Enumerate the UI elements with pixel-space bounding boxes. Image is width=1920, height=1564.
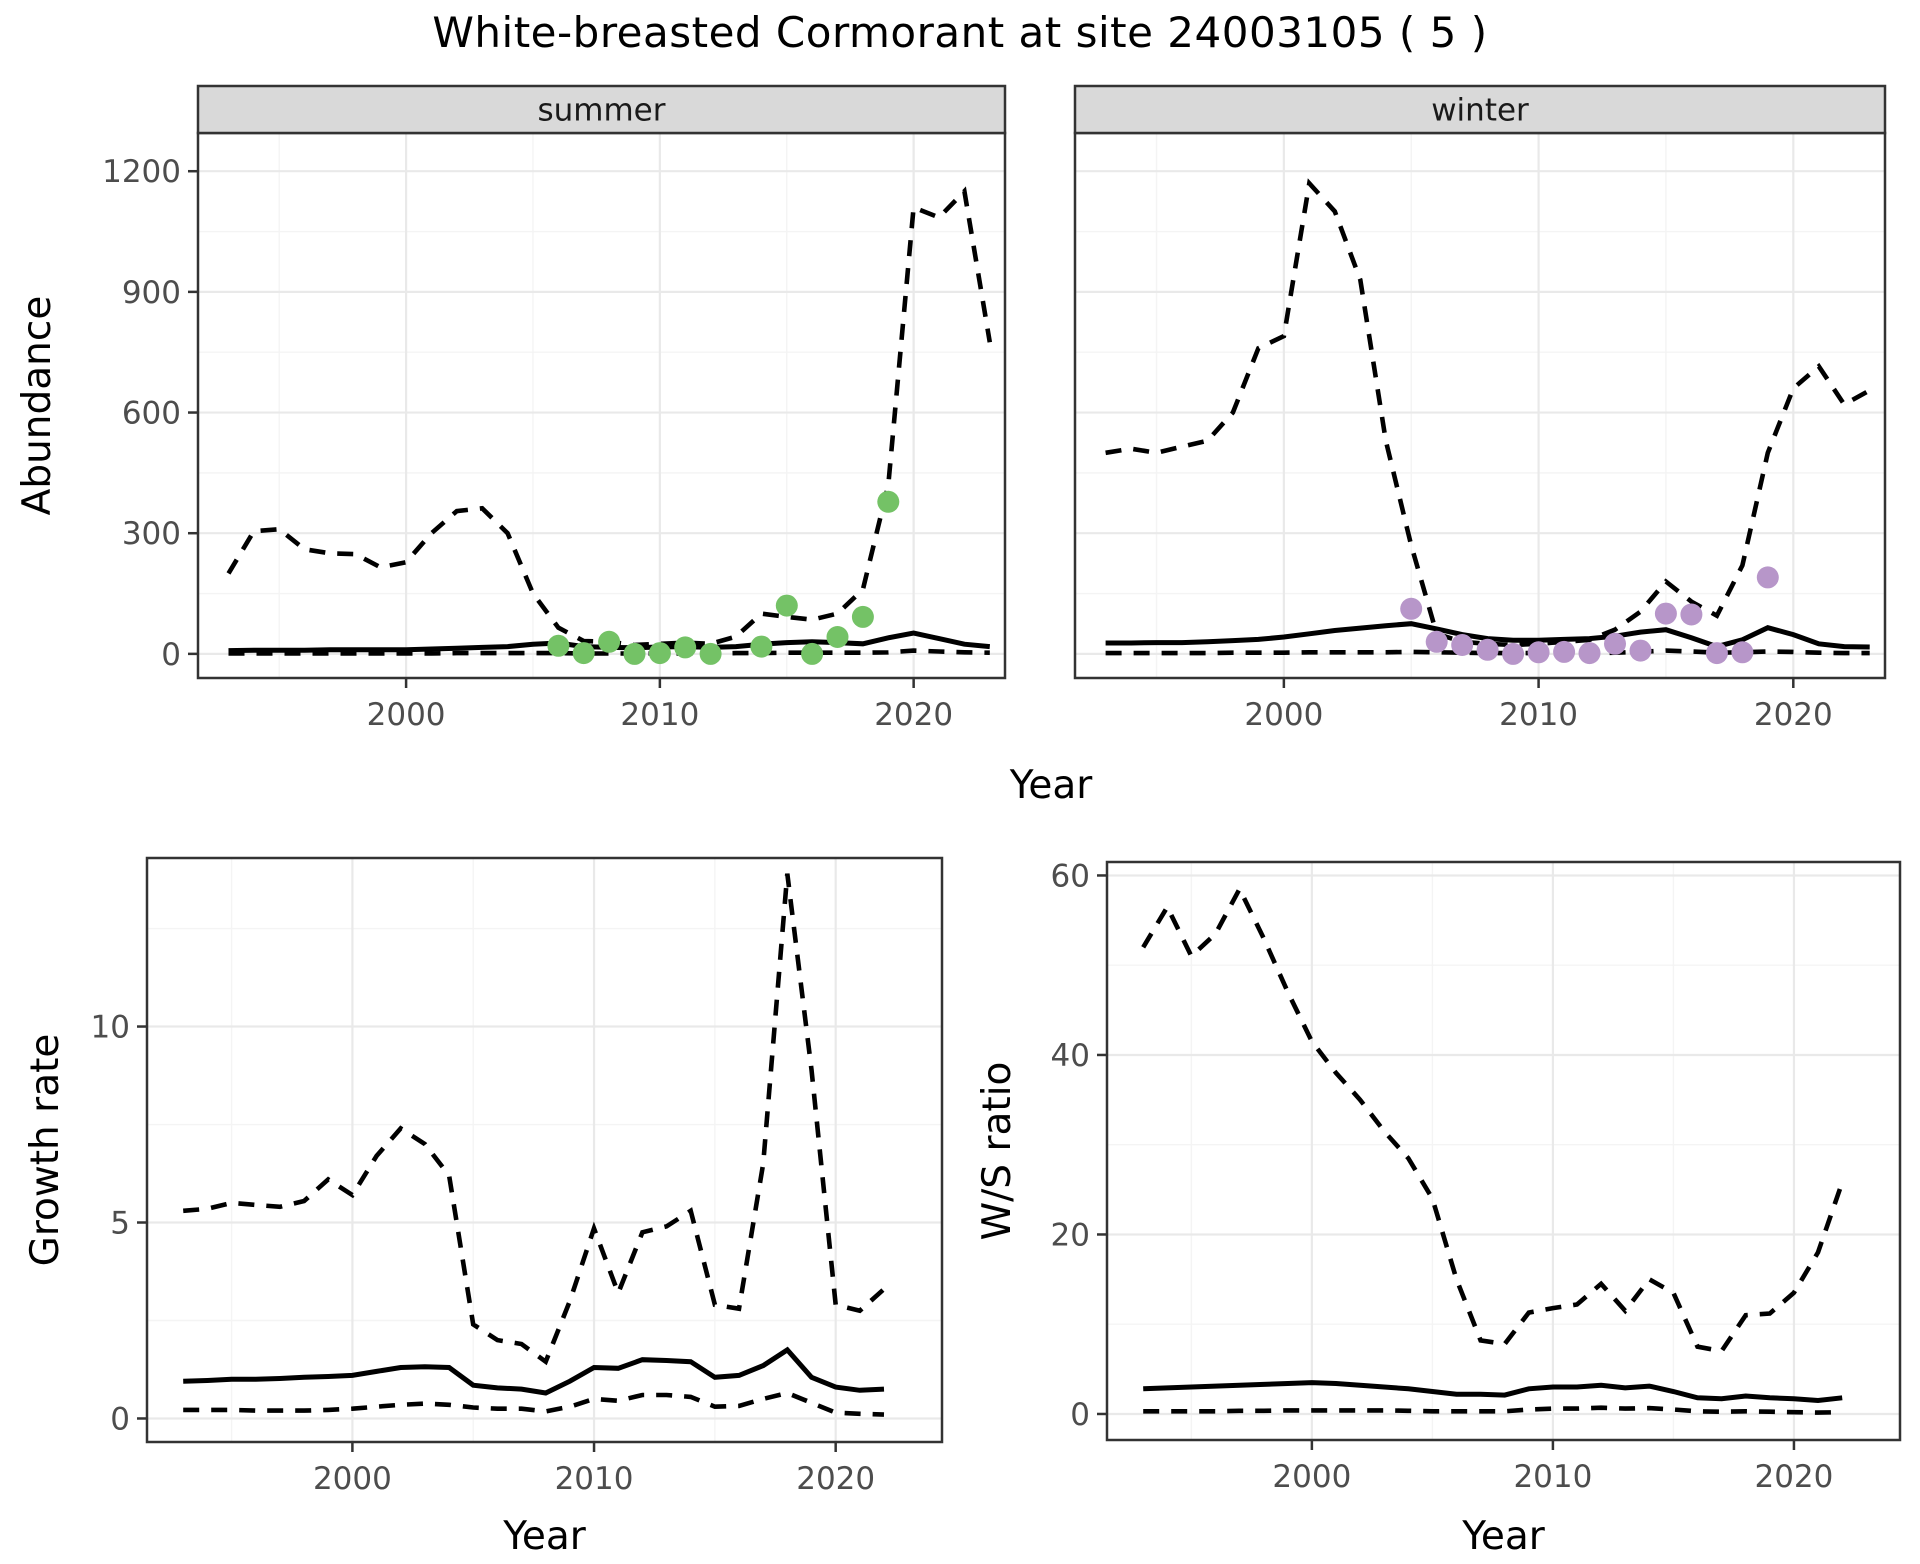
data-layer bbox=[183, 873, 886, 1417]
ws_ratio-median-line bbox=[1143, 1380, 1843, 1404]
data-point bbox=[851, 605, 874, 628]
data-point bbox=[1451, 634, 1474, 656]
x-tick-label: 2020 bbox=[1754, 1459, 1833, 1495]
panel-background bbox=[198, 133, 1005, 678]
growth_rate-ci_lower-line bbox=[183, 1390, 885, 1417]
x-tick-label: 2000 bbox=[313, 1461, 392, 1497]
data-point bbox=[572, 642, 595, 665]
y-tick-label: 5 bbox=[110, 1206, 130, 1242]
y-tick-label: 1200 bbox=[102, 154, 181, 190]
data-point bbox=[826, 626, 849, 648]
data-layer bbox=[1105, 178, 1871, 665]
data-point bbox=[598, 630, 621, 653]
data-point bbox=[699, 642, 722, 665]
panel-background bbox=[1107, 862, 1900, 1440]
data-point bbox=[1425, 630, 1448, 653]
ws_ratio-ci_lower-line bbox=[1143, 1405, 1843, 1415]
y-axis-title: Growth rate bbox=[23, 1034, 68, 1267]
x-tick-label: 2000 bbox=[1244, 697, 1323, 733]
data-point bbox=[1476, 638, 1499, 661]
figure-title: White-breasted Cormorant at site 2400310… bbox=[432, 8, 1488, 57]
abundance_winter-ci_lower-line bbox=[1105, 648, 1870, 656]
panel-background bbox=[147, 858, 942, 1442]
data-layer bbox=[226, 186, 993, 665]
x-tick-label: 2010 bbox=[1513, 1459, 1592, 1495]
data-point bbox=[623, 642, 646, 665]
y-tick-label: 0 bbox=[161, 637, 181, 673]
x-tick-label: 2020 bbox=[1754, 697, 1833, 733]
data-point bbox=[674, 636, 697, 659]
data-point bbox=[1502, 642, 1525, 665]
facet-strip-label: summer bbox=[537, 93, 665, 129]
y-tick-label: 600 bbox=[122, 396, 181, 432]
data-point bbox=[877, 490, 900, 513]
panel-border bbox=[1105, 860, 1902, 1442]
x-axis-title: Year bbox=[1009, 763, 1094, 808]
data-point bbox=[1604, 632, 1626, 655]
data-point bbox=[750, 635, 773, 658]
y-tick-label: 10 bbox=[91, 1010, 130, 1046]
facet-strip bbox=[1073, 84, 1887, 135]
data-point bbox=[1705, 642, 1728, 665]
growth_rate-median-line bbox=[183, 1346, 885, 1396]
data-point bbox=[1578, 642, 1601, 665]
x-tick-label: 2010 bbox=[555, 1461, 634, 1497]
y-tick-label: 300 bbox=[122, 516, 181, 552]
x-tick-label: 2020 bbox=[796, 1461, 875, 1497]
x-tick-label: 2000 bbox=[1272, 1459, 1351, 1495]
data-point bbox=[1629, 639, 1652, 662]
y-tick-label: 900 bbox=[122, 275, 181, 311]
panel-abundance_winter: winter 2000 2010 2020 bbox=[1073, 84, 1887, 733]
x-axis-title: Year bbox=[1461, 1514, 1546, 1559]
y-tick-label: 60 bbox=[1051, 858, 1090, 894]
data-point bbox=[775, 594, 798, 617]
data-point bbox=[1527, 641, 1550, 664]
y-tick-label: 0 bbox=[110, 1401, 130, 1437]
data-point bbox=[1756, 566, 1779, 589]
ws_ratio-ci_upper-line bbox=[1141, 883, 1845, 1354]
panel-border bbox=[145, 856, 944, 1444]
abundance_winter-median-line bbox=[1105, 621, 1870, 650]
y-axis-title: Abundance bbox=[15, 296, 60, 516]
panel-growth_rate: 0 5 10 2000 2010 2020 Growth rate Year bbox=[23, 856, 944, 1559]
data-point bbox=[1553, 640, 1576, 663]
data-point bbox=[1400, 597, 1423, 620]
x-tick-label: 2010 bbox=[1499, 697, 1578, 733]
y-tick-label: 0 bbox=[1070, 1397, 1090, 1433]
panel-background bbox=[1075, 133, 1885, 678]
facet-strip-label: winter bbox=[1431, 93, 1529, 129]
data-point bbox=[547, 634, 570, 657]
y-tick-label: 40 bbox=[1051, 1038, 1090, 1074]
x-tick-label: 2000 bbox=[367, 697, 446, 733]
data-point bbox=[1731, 641, 1754, 664]
abundance_summer-ci_lower-line bbox=[228, 648, 990, 656]
x-tick-label: 2010 bbox=[620, 697, 699, 733]
y-axis-title: W/S ratio bbox=[975, 1062, 1020, 1241]
growth_rate-ci_upper-line bbox=[183, 873, 886, 1366]
data-point bbox=[1654, 602, 1677, 625]
x-tick-label: 2020 bbox=[874, 697, 953, 733]
panel-abundance_summer: summer 0 300 600 900 1200 2000 2010 2020 Abundanc… bbox=[15, 84, 1094, 808]
data-point bbox=[648, 642, 671, 665]
abundance_winter-ci_upper-line bbox=[1105, 178, 1871, 648]
data-point bbox=[801, 642, 824, 665]
panel-ws_ratio: 0 20 40 60 2000 2010 2020 W/S ratio Year bbox=[975, 858, 1902, 1559]
facet-strip bbox=[196, 84, 1007, 135]
x-axis-title: Year bbox=[502, 1514, 587, 1559]
y-tick-label: 20 bbox=[1051, 1217, 1090, 1253]
data-point bbox=[1680, 603, 1703, 626]
data-layer bbox=[1141, 883, 1845, 1415]
